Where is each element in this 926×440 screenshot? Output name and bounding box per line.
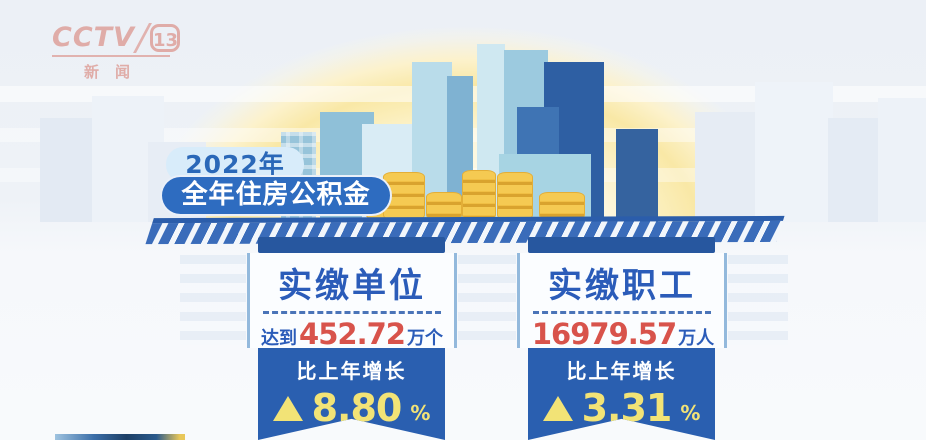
units-value: 452.72 [299,317,406,351]
growth-label: 比上年增长 [566,359,677,383]
logo-subtitle: 新闻 [84,63,147,81]
panel-units-value-row: 达到 452.72 万个 [250,317,454,351]
panel-employees-value-row: 16979.57 万人 [520,317,724,351]
units-unit: 万个 [406,328,443,349]
title-badge: 全年住房公积金 [160,175,392,216]
faint-building [755,82,833,222]
cctv-wordmark: CCTV [52,22,135,53]
panel-employees: 实缴职工 16979.57 万人 [517,253,727,351]
employees-value: 16979.57 [531,317,677,351]
building [616,129,658,222]
panel-employees-title: 实缴职工 [548,266,696,306]
growth-row: 3.31 % [528,386,715,430]
sky-background [40,26,926,222]
growth-unit: % [680,401,701,425]
faint-floor-stripes [728,255,788,345]
year-label: 2022年 [185,150,285,179]
dashed-divider [263,311,441,314]
logo-underline [52,55,170,57]
value-prefix: 达到 [261,328,298,349]
bottom-left-photo-fragment [55,434,185,440]
faint-floor-stripes [458,255,516,345]
coin-stack [426,192,462,220]
employees-unit: 万人 [678,328,715,349]
growth-unit: % [410,401,431,425]
growth-row: 8.80 % [258,386,445,430]
panel-top-bar [258,237,445,253]
faint-floor-stripes [180,255,246,345]
panel-units-title: 实缴单位 [278,266,426,306]
faint-building [695,112,757,222]
up-triangle-icon [272,395,303,421]
cctv-logo-row: CCTV 13 [52,22,202,53]
growth-value: 3.31 [581,386,673,430]
growth-label: 比上年增长 [296,359,407,383]
panel-top-bar [528,237,715,253]
panel-units: 实缴单位 达到 452.72 万个 [247,253,457,351]
title-label: 全年住房公积金 [181,180,371,210]
cctv-13-logo: CCTV 13 新闻 [52,22,202,82]
growth-value: 8.80 [311,386,403,430]
channel-number-badge: 13 [149,23,180,52]
coin-stack [497,172,533,220]
faint-building [878,98,926,222]
up-triangle-icon [542,395,573,421]
dashed-divider [533,311,711,314]
coin-stack [462,170,496,220]
panel-units-growth-ribbon: 比上年增长 8.80 % [258,348,445,440]
faint-building [40,118,98,222]
panel-employees-growth-ribbon: 比上年增长 3.31 % [528,348,715,440]
